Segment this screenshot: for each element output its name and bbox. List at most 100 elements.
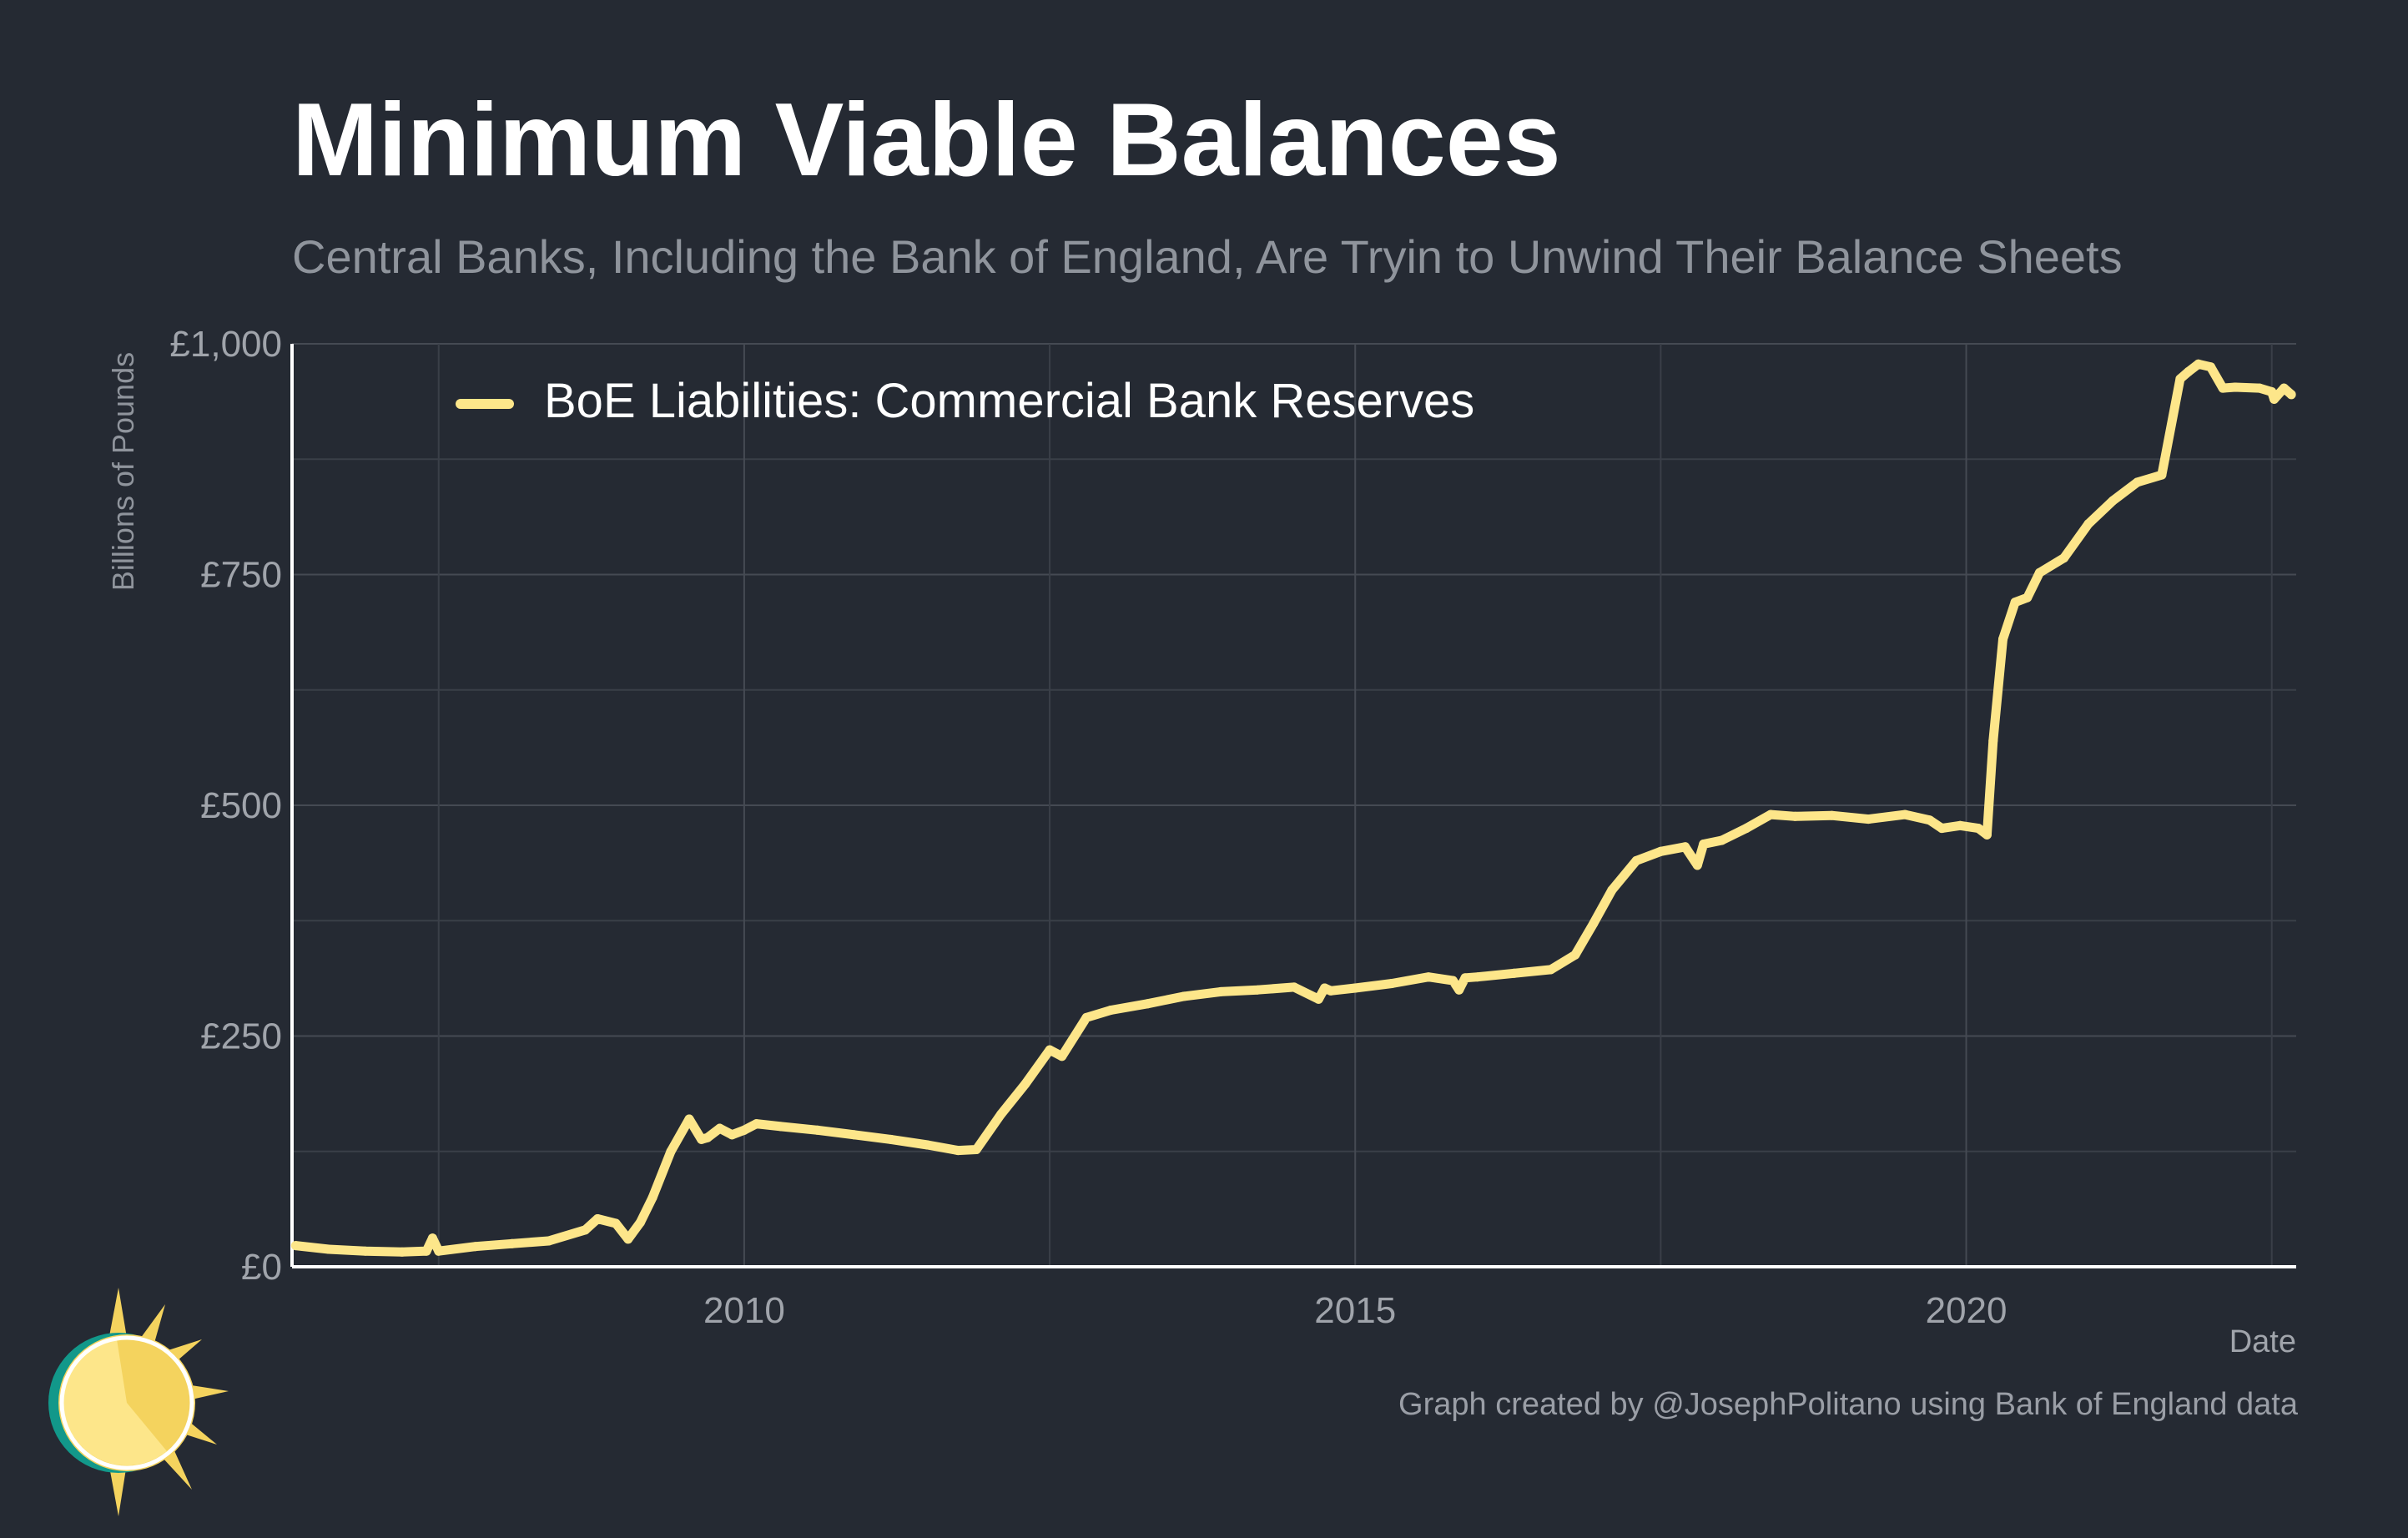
data-point [1454, 985, 1464, 995]
data-point [715, 1123, 725, 1133]
data-point [581, 1225, 590, 1235]
data-point [1937, 824, 1947, 834]
data-point [1699, 840, 1709, 849]
data-point [752, 1119, 762, 1129]
data-point [1423, 972, 1433, 982]
data-point [1607, 885, 1617, 895]
data-point [1350, 983, 1360, 993]
data-point [1717, 835, 1727, 845]
data-point [1826, 810, 1836, 820]
data-point [1448, 976, 1458, 986]
data-point [1473, 972, 1483, 982]
data-point [923, 1140, 933, 1150]
data-point [996, 1110, 1005, 1119]
data-point [2023, 593, 2033, 603]
data-point [1546, 965, 1556, 975]
data-point [507, 1238, 517, 1248]
data-point [2269, 394, 2280, 404]
data-point [1900, 809, 1910, 819]
sun-logo-icon [48, 1288, 229, 1516]
data-point [1289, 982, 1299, 992]
data-point [886, 1134, 896, 1144]
data-point [953, 1146, 963, 1156]
chart-title: Minimum Viable Balances [292, 83, 1561, 198]
grid [292, 343, 2296, 1267]
y-tick-label: £0 [241, 1247, 282, 1288]
data-point [776, 1122, 786, 1132]
data-point [1106, 1006, 1116, 1015]
data-point [2133, 477, 2143, 487]
data-point [1387, 979, 1397, 988]
axes: £0 £250 £500 £750 £1,000 2010 2015 2020 Billions… [106, 324, 2296, 1359]
data-point [1460, 973, 1470, 983]
data-point [544, 1236, 554, 1246]
y-tick-label: £500 [200, 785, 282, 826]
data-point [647, 1193, 657, 1203]
data-point [1020, 1079, 1030, 1089]
data-point [1955, 820, 1965, 830]
chart-subtitle: Central Banks, Including the Bank of Eng… [292, 230, 2123, 283]
data-point [427, 1233, 437, 1243]
data-point [592, 1214, 602, 1223]
data-point [324, 1244, 334, 1254]
data-point [611, 1218, 621, 1228]
data-point [727, 1130, 737, 1140]
data-point [1313, 994, 1323, 1004]
data-point [1057, 1051, 1067, 1061]
data-point [813, 1125, 823, 1135]
data-point [1570, 950, 1580, 960]
legend: BoE Liabilities: Commercial Bank Reserve… [456, 374, 1474, 428]
data-point [421, 1246, 431, 1256]
data-point [2157, 470, 2167, 480]
data-point [1045, 1045, 1055, 1055]
data-point [1509, 968, 1519, 978]
data-point [1863, 814, 1873, 824]
data-point [1631, 855, 1641, 865]
y-axis-title: Billions of Pounds [106, 352, 140, 591]
data-point [1179, 991, 1189, 1001]
x-axis-title: Date [2229, 1324, 2296, 1359]
y-tick-label: £250 [200, 1016, 282, 1057]
data-point [2194, 359, 2204, 369]
data-point [2010, 598, 2020, 608]
data-point [1741, 824, 1751, 834]
data-point [1326, 986, 1336, 996]
legend-label: BoE Liabilities: Commercial Bank Reserve… [544, 374, 1474, 428]
series-line [290, 359, 2296, 1257]
data-point [2230, 382, 2240, 392]
data-point [1216, 986, 1226, 996]
data-point [1081, 1012, 1091, 1022]
data-point [1998, 634, 2008, 644]
data-point [1973, 824, 1983, 834]
data-point [2267, 387, 2277, 396]
data-point [290, 1241, 300, 1251]
data-point [1142, 999, 1152, 1009]
data-point [1791, 811, 1800, 821]
data-point [1925, 815, 1935, 825]
data-point [434, 1246, 444, 1256]
data-point [2218, 383, 2228, 393]
data-point [2175, 374, 2185, 384]
data-point [1692, 860, 1702, 870]
data-point [1982, 830, 1992, 840]
data-point [1766, 809, 1776, 819]
data-point [2286, 390, 2296, 400]
y-tick-label: £750 [200, 555, 282, 596]
data-point [703, 1132, 713, 1142]
x-tick-label: 2020 [1926, 1290, 2008, 1331]
data-point [1589, 919, 1599, 929]
data-point [849, 1130, 859, 1140]
data-point [971, 1145, 981, 1154]
x-tick-label: 2015 [1314, 1290, 1396, 1331]
x-tick-label: 2010 [703, 1290, 785, 1331]
series-layer [290, 359, 2296, 1257]
data-point [2279, 383, 2289, 393]
data-point [2083, 519, 2093, 529]
data-point [397, 1247, 407, 1257]
source-caption: Graph created by @JosephPolitano using B… [1398, 1387, 2298, 1422]
data-point [1680, 842, 1690, 852]
data-point [1252, 985, 1262, 995]
data-point [2108, 496, 2118, 506]
data-point [623, 1234, 633, 1244]
